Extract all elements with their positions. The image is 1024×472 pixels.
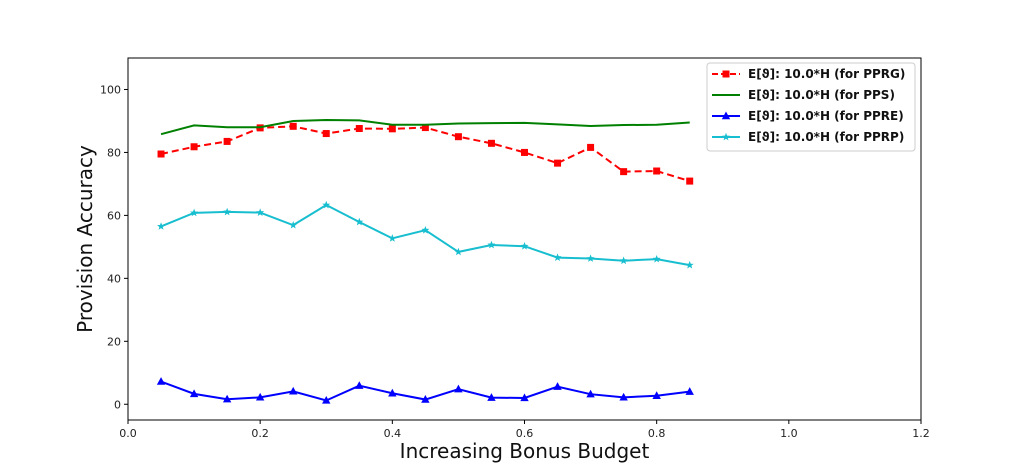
data-point — [619, 256, 628, 265]
data-point — [587, 143, 595, 151]
series-line — [160, 119, 690, 136]
data-point — [222, 394, 232, 403]
data-point — [322, 200, 331, 209]
x-tick-label: 0.8 — [648, 427, 666, 440]
data-point — [620, 168, 628, 176]
data-point — [421, 124, 429, 132]
y-axis: 0 20 40 60 80 100 — [100, 83, 128, 411]
data-point — [553, 382, 562, 390]
data-point — [487, 240, 496, 249]
legend-marker — [721, 111, 731, 120]
y-tick-label: 40 — [107, 272, 121, 285]
data-point — [454, 384, 463, 393]
data-point — [322, 395, 331, 404]
x-axis-title: Increasing Bonus Budget — [400, 439, 650, 463]
data-point — [421, 395, 430, 403]
legend-label: E[ϑ]: 10.0*H (for PPRG) — [748, 67, 905, 81]
data-point — [554, 159, 562, 167]
data-point — [388, 388, 397, 397]
data-point — [553, 253, 562, 261]
data-point — [520, 393, 529, 402]
series-0 — [157, 122, 694, 185]
data-point — [454, 133, 462, 141]
data-point — [355, 381, 364, 389]
data-point — [289, 220, 298, 229]
data-point — [157, 150, 165, 158]
x-tick-label: 0.6 — [516, 427, 534, 440]
data-point — [652, 391, 661, 399]
x-tick-label: 0.2 — [251, 427, 269, 440]
legend-label: E[ϑ]: 10.0*H (for PPRE) — [748, 109, 904, 123]
legend-box — [706, 62, 916, 152]
legend-marker — [722, 70, 730, 78]
data-point — [685, 387, 694, 395]
data-point — [322, 130, 330, 138]
data-point — [652, 254, 661, 263]
x-tick-label: 1.0 — [780, 427, 798, 440]
data-point — [190, 208, 199, 217]
data-point — [157, 222, 166, 230]
x-tick-label: 0.0 — [119, 427, 137, 440]
data-point — [586, 389, 595, 398]
legend-label: E[ϑ]: 10.0*H (for PPS) — [748, 88, 895, 102]
series-1 — [160, 119, 690, 136]
data-point — [619, 392, 628, 401]
data-point — [487, 393, 496, 401]
legend-marker — [722, 132, 730, 141]
series-2 — [156, 377, 694, 404]
data-point — [653, 167, 661, 175]
y-tick-label: 20 — [107, 335, 121, 348]
data-point — [190, 143, 198, 151]
x-axis: 0.0 0.2 0.4 0.6 0.8 1.0 1.2 — [119, 420, 930, 440]
y-axis-title: Provision Accuracy — [73, 145, 97, 333]
y-tick-label: 60 — [107, 209, 121, 222]
series-layer — [156, 119, 694, 404]
data-point — [289, 386, 298, 395]
data-point — [223, 207, 232, 216]
data-point — [520, 242, 529, 250]
legend: E[ϑ]: 10.0*H (for PPRG) E[ϑ]: 10.0*H (for… — [706, 62, 916, 152]
y-tick-label: 80 — [107, 146, 121, 159]
y-tick-label: 0 — [114, 398, 121, 411]
data-point — [454, 247, 463, 256]
data-point — [487, 139, 495, 147]
y-tick-label: 100 — [100, 83, 121, 96]
data-point — [355, 217, 364, 226]
data-point — [256, 208, 265, 216]
data-point — [388, 234, 397, 242]
data-point — [421, 225, 430, 234]
data-point — [156, 377, 166, 385]
data-point — [521, 148, 528, 156]
series-3 — [157, 200, 694, 269]
data-point — [388, 125, 396, 133]
data-point — [289, 122, 297, 130]
data-point — [685, 260, 694, 269]
data-point — [586, 254, 595, 262]
x-tick-label: 0.4 — [384, 427, 402, 440]
data-point — [189, 389, 199, 398]
data-point — [355, 125, 363, 133]
x-tick-label: 1.2 — [912, 427, 930, 440]
data-point — [686, 177, 694, 185]
data-point — [255, 392, 265, 401]
data-point — [223, 137, 231, 145]
legend-label: E[ϑ]: 10.0*H (for PPRP) — [748, 130, 904, 144]
